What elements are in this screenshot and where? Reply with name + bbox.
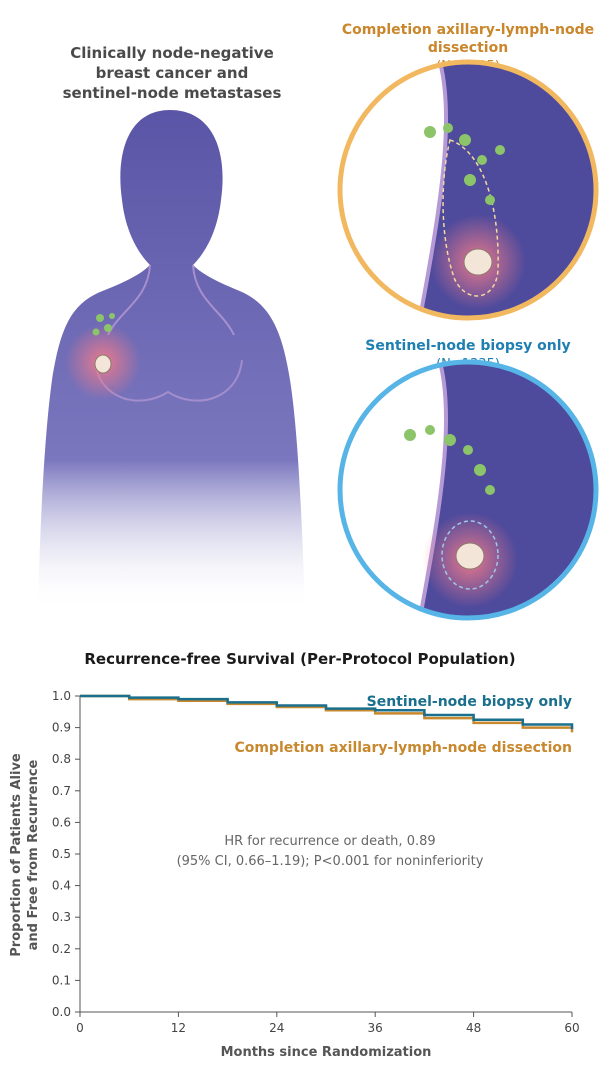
series-line-sentinel bbox=[80, 694, 574, 730]
legend-label-completion: Completion axillary-lymph-node dissectio… bbox=[234, 740, 572, 756]
y-axis-label-line2: and Free from Recurrence bbox=[26, 759, 41, 950]
y-ticks: 0.0 0.1 0.2 0.3 0.4 0.5 0.6 0.7 0.8 0.9 1.0 bbox=[52, 689, 80, 1019]
arm1-ring bbox=[337, 59, 599, 321]
y-tick-label: 0.9 bbox=[52, 721, 71, 735]
arm1-inset bbox=[340, 62, 596, 318]
arm1-title-line1: Completion axillary-lymph-node bbox=[342, 22, 594, 38]
series-lines bbox=[80, 694, 574, 733]
illustration-caption-line1: Clinically node-negative bbox=[70, 44, 274, 62]
x-tick-label: 12 bbox=[171, 1021, 186, 1035]
y-axis-label: Proportion of Patients Alive and Free fr… bbox=[9, 753, 41, 957]
x-ticks: 0 12 24 36 48 60 bbox=[76, 1012, 580, 1035]
y-tick-label: 0.8 bbox=[52, 752, 71, 766]
legend-label-sentinel: Sentinel-node biopsy only bbox=[367, 694, 572, 710]
y-tick-label: 0.2 bbox=[52, 942, 71, 956]
x-tick-label: 48 bbox=[466, 1021, 481, 1035]
y-tick-label: 0.6 bbox=[52, 815, 71, 829]
arm2-ring bbox=[337, 359, 599, 621]
survival-chart: Recurrence-free Survival (Per-Protocol P… bbox=[9, 650, 580, 1060]
y-axis-label-line1: Proportion of Patients Alive bbox=[9, 753, 24, 957]
tumor bbox=[94, 354, 112, 374]
y-tick-label: 0.1 bbox=[52, 973, 71, 987]
arm1-title-line2: dissection bbox=[428, 40, 508, 56]
chart-title: Recurrence-free Survival (Per-Protocol P… bbox=[84, 650, 515, 668]
arm2-inset bbox=[340, 362, 596, 618]
x-axis-label: Months since Randomization bbox=[221, 1045, 432, 1060]
x-tick-label: 0 bbox=[76, 1021, 84, 1035]
hr-annotation-line2: (95% CI, 0.66–1.19); P<0.001 for noninfe… bbox=[177, 854, 484, 869]
y-tick-label: 0.5 bbox=[52, 847, 71, 861]
y-tick-label: 0.0 bbox=[52, 1005, 71, 1019]
x-tick-label: 60 bbox=[564, 1021, 579, 1035]
y-tick-label: 1.0 bbox=[52, 689, 71, 703]
illustration-panel: Clinically node-negative breast cancer a… bbox=[38, 22, 599, 621]
y-tick-label: 0.3 bbox=[52, 910, 71, 924]
axillary-nodes bbox=[92, 313, 115, 336]
illustration-caption-line2: breast cancer and bbox=[96, 64, 249, 82]
x-tick-label: 24 bbox=[269, 1021, 284, 1035]
hr-annotation-line1: HR for recurrence or death, 0.89 bbox=[224, 834, 435, 849]
illustration-caption-line3: sentinel-node metastases bbox=[63, 84, 282, 102]
y-tick-label: 0.7 bbox=[52, 784, 71, 798]
y-tick-label: 0.4 bbox=[52, 879, 71, 893]
arm2-title-line1: Sentinel-node biopsy only bbox=[365, 338, 570, 354]
x-tick-label: 36 bbox=[368, 1021, 383, 1035]
